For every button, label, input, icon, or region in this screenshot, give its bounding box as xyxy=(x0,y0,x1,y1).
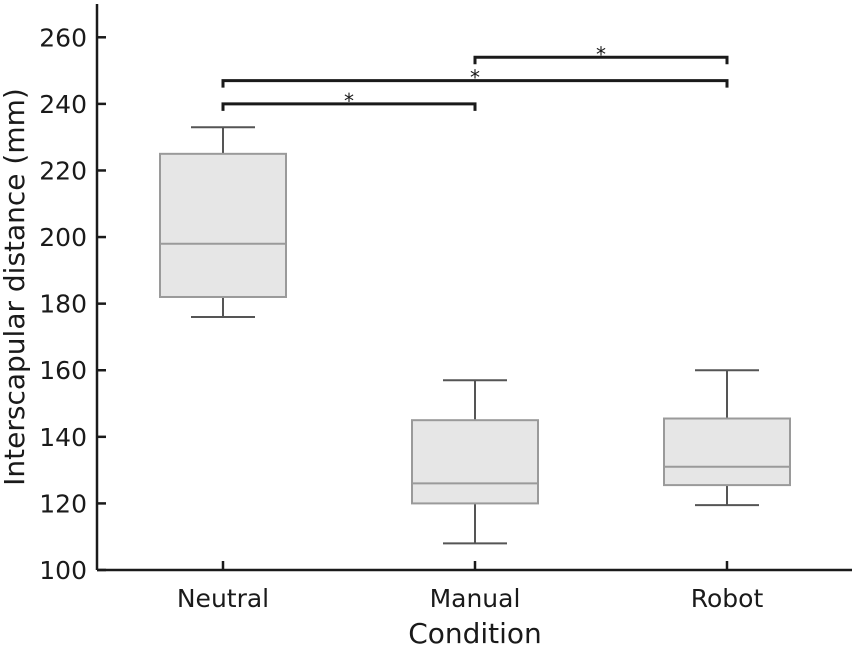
y-tick-label: 200 xyxy=(39,223,87,252)
y-tick-label: 160 xyxy=(39,356,87,385)
x-tick-label-robot: Robot xyxy=(691,584,764,613)
bracket-line xyxy=(221,79,729,88)
iqr-box xyxy=(159,152,287,298)
iqr-box xyxy=(411,419,539,505)
significance-brackets: * * * xyxy=(221,42,729,113)
box-neutral xyxy=(159,126,287,318)
iqr-box xyxy=(663,417,791,487)
y-tick-label: 100 xyxy=(39,556,87,585)
box-series xyxy=(159,126,791,545)
significance-star: * xyxy=(596,42,606,66)
y-tick-label: 240 xyxy=(39,90,87,119)
bracket-line xyxy=(473,55,729,65)
significance-star: * xyxy=(470,66,480,90)
bracket-line xyxy=(221,102,477,111)
y-axis-title: Interscapular distance (mm) xyxy=(0,88,31,486)
x-tick-label-neutral: Neutral xyxy=(177,584,269,613)
box-robot xyxy=(663,369,791,507)
y-tick-label: 180 xyxy=(39,290,87,319)
y-tick-label: 260 xyxy=(39,23,87,52)
x-axis-title: Condition xyxy=(408,617,542,646)
significance-neutral-manual: * xyxy=(221,89,477,113)
significance-neutral-robot: * xyxy=(221,66,729,90)
significance-manual-robot: * xyxy=(473,42,729,66)
y-tick-label: 140 xyxy=(39,423,87,452)
y-tick-label: 120 xyxy=(39,489,87,518)
x-tick-label-manual: Manual xyxy=(430,584,521,613)
y-axis-ticks: 100 120 140 160 180 200 220 240 260 xyxy=(39,23,106,585)
significance-star: * xyxy=(344,89,354,113)
y-tick-label: 220 xyxy=(39,156,87,185)
box-manual xyxy=(411,379,539,545)
x-axis-ticks: Neutral Manual Robot xyxy=(177,561,764,613)
